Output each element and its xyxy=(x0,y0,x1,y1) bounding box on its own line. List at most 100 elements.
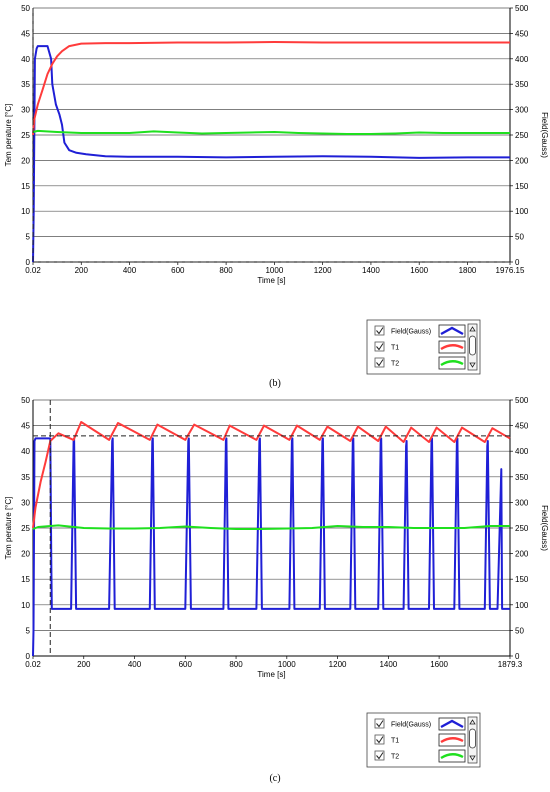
y2-tick-label: 100 xyxy=(515,207,529,216)
x-tick-label: 200 xyxy=(77,660,91,669)
y2-tick-label: 50 xyxy=(515,626,524,635)
y2-tick-label: 0 xyxy=(515,652,520,661)
check-icon xyxy=(376,327,384,335)
legend-scrollbar[interactable] xyxy=(467,716,478,764)
y-tick-label: 45 xyxy=(21,29,30,38)
y-axis-label: Tem perature [°C] xyxy=(4,497,13,560)
y2-tick-label: 450 xyxy=(515,29,529,38)
legend-swatch-frame xyxy=(438,749,466,763)
y2-tick-label: 350 xyxy=(515,473,529,482)
legend-checkbox[interactable] xyxy=(374,325,385,336)
series-line-field-gauss- xyxy=(32,45,510,263)
x-tick-label: 800 xyxy=(219,266,233,275)
series-line-field-gauss- xyxy=(32,437,510,657)
y-tick-label: 5 xyxy=(26,233,31,242)
series-line-t2 xyxy=(32,524,510,530)
x-tick-label: 1200 xyxy=(314,266,332,275)
check-icon xyxy=(376,752,384,760)
y-tick-label: 20 xyxy=(21,156,30,165)
y2-tick-label: 250 xyxy=(515,131,529,140)
y-tick-label: 50 xyxy=(21,4,30,13)
legend-swatch-frame xyxy=(438,717,466,731)
x-tick-label: 1000 xyxy=(265,266,283,275)
legend-swatch-frame xyxy=(438,340,466,354)
scroll-thumb[interactable] xyxy=(469,728,476,749)
y2-tick-label: 200 xyxy=(515,550,529,559)
legend-swatch-frame xyxy=(438,356,466,370)
x-tick-label: 0.02 xyxy=(25,266,41,275)
y2-tick-label: 250 xyxy=(515,524,529,533)
y2-tick-label: 300 xyxy=(515,498,529,507)
y-axis-label: Tem perature [°C] xyxy=(4,104,13,167)
legend-swatch-line xyxy=(440,326,464,336)
scroll-up-icon[interactable] xyxy=(469,326,476,332)
legend-checkbox[interactable] xyxy=(374,341,385,352)
legend-swatch-line xyxy=(440,360,464,367)
x-tick-label: 400 xyxy=(128,660,142,669)
scroll-up-icon[interactable] xyxy=(469,719,476,725)
y-tick-label: 50 xyxy=(21,396,30,405)
y2-tick-label: 400 xyxy=(515,55,529,64)
x-tick-label: 1600 xyxy=(430,660,448,669)
legend-checkbox[interactable] xyxy=(374,734,385,745)
legend-label: T1 xyxy=(391,345,399,352)
y2-tick-label: 50 xyxy=(515,233,524,242)
x-tick-label: 1976.15 xyxy=(496,266,525,275)
legend-swatch-line xyxy=(440,344,464,351)
y-tick-label: 40 xyxy=(21,447,30,456)
legend-label: Field(Gauss) xyxy=(391,722,431,729)
check-icon xyxy=(376,359,384,367)
x-axis-label: Time [s] xyxy=(257,670,285,679)
legend: Field(Gauss) T1 T2 xyxy=(366,712,481,768)
y-tick-label: 25 xyxy=(21,524,30,533)
y2-tick-label: 500 xyxy=(515,4,529,13)
scroll-down-icon[interactable] xyxy=(469,362,476,368)
legend-checkbox[interactable] xyxy=(374,357,385,368)
x-tick-label: 200 xyxy=(75,266,89,275)
y2-tick-label: 150 xyxy=(515,575,529,584)
legend-label: Field(Gauss) xyxy=(391,329,431,336)
y-tick-label: 15 xyxy=(21,575,30,584)
series-line-t2 xyxy=(32,129,510,135)
legend-label: T1 xyxy=(391,738,399,745)
y-tick-label: 10 xyxy=(21,207,30,216)
y-tick-label: 15 xyxy=(21,182,30,191)
x-tick-label: 1800 xyxy=(459,266,477,275)
series-line-t1 xyxy=(32,421,511,529)
x-tick-label: 0.02 xyxy=(25,660,41,669)
y-tick-label: 25 xyxy=(21,131,30,140)
y-tick-label: 0 xyxy=(26,652,31,661)
x-tick-label: 1200 xyxy=(329,660,347,669)
y2-axis-label: Field(Gauss) xyxy=(540,112,549,158)
legend: Field(Gauss) T1 T2 xyxy=(366,319,481,375)
x-tick-label: 600 xyxy=(179,660,193,669)
y2-tick-label: 0 xyxy=(515,258,520,267)
x-tick-label: 400 xyxy=(123,266,137,275)
y-tick-label: 0 xyxy=(26,258,31,267)
legend-checkbox[interactable] xyxy=(374,750,385,761)
legend-checkbox[interactable] xyxy=(374,718,385,729)
x-tick-label: 1879.3 xyxy=(498,660,523,669)
y-tick-label: 45 xyxy=(21,422,30,431)
legend-swatch-frame xyxy=(438,324,466,338)
y2-tick-label: 400 xyxy=(515,447,529,456)
y2-tick-label: 200 xyxy=(515,156,529,165)
series-line-t1 xyxy=(32,41,510,136)
legend-swatch-line xyxy=(440,719,464,729)
x-axis-label: Time [s] xyxy=(257,276,285,285)
y-tick-label: 30 xyxy=(21,106,30,115)
scroll-down-icon[interactable] xyxy=(469,755,476,761)
y2-axis-label: Field(Gauss) xyxy=(540,505,549,551)
x-tick-label: 600 xyxy=(171,266,185,275)
chart-0: 0510152025303540455005010015020025030035… xyxy=(4,4,549,375)
panel-caption-c: (c) xyxy=(269,773,280,784)
scroll-thumb[interactable] xyxy=(469,335,476,356)
y2-tick-label: 300 xyxy=(515,106,529,115)
check-icon xyxy=(376,720,384,728)
y-tick-label: 35 xyxy=(21,80,30,89)
legend-scrollbar[interactable] xyxy=(467,323,478,371)
panel-caption-b: (b) xyxy=(269,378,281,389)
y2-tick-label: 150 xyxy=(515,182,529,191)
legend-label: T2 xyxy=(391,754,399,761)
legend-label: T2 xyxy=(391,361,399,368)
